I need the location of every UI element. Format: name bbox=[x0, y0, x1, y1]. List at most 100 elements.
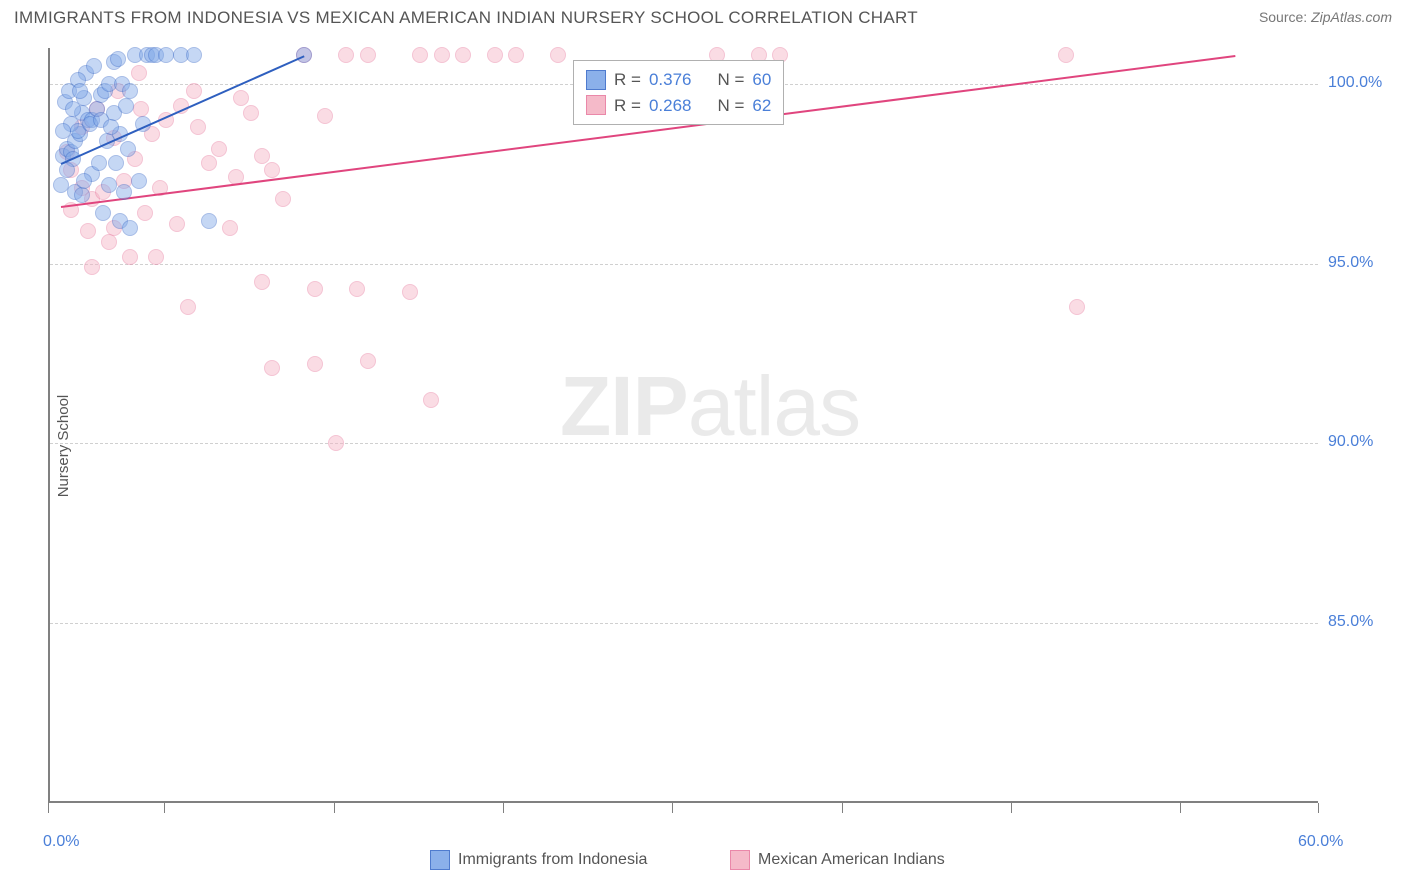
data-point-mexican bbox=[360, 353, 376, 369]
data-point-indonesia bbox=[74, 187, 90, 203]
data-point-mexican bbox=[148, 249, 164, 265]
watermark-atlas: atlas bbox=[688, 359, 860, 453]
series-label-indonesia: Immigrants from Indonesia bbox=[458, 851, 647, 869]
r-prefix: R = bbox=[614, 93, 641, 119]
data-point-mexican bbox=[186, 83, 202, 99]
r-value-indonesia: 0.376 bbox=[649, 67, 692, 93]
data-point-indonesia bbox=[65, 101, 81, 117]
correlation-legend: R = 0.376 N = 60 R = 0.268 N = 62 bbox=[573, 60, 784, 125]
data-point-indonesia bbox=[201, 213, 217, 229]
data-point-indonesia bbox=[95, 205, 111, 221]
watermark: ZIPatlas bbox=[560, 358, 860, 455]
data-point-mexican bbox=[349, 281, 365, 297]
data-point-mexican bbox=[402, 284, 418, 300]
data-point-indonesia bbox=[103, 119, 119, 135]
data-point-indonesia bbox=[131, 173, 147, 189]
swatch-mexican bbox=[586, 95, 606, 115]
swatch-mexican-icon bbox=[730, 850, 750, 870]
data-point-mexican bbox=[455, 47, 471, 63]
data-point-indonesia bbox=[186, 47, 202, 63]
data-point-mexican bbox=[131, 65, 147, 81]
gridline bbox=[50, 623, 1318, 624]
data-point-mexican bbox=[264, 360, 280, 376]
data-point-indonesia bbox=[72, 83, 88, 99]
x-tick-mark bbox=[842, 803, 843, 813]
swatch-indonesia-icon bbox=[430, 850, 450, 870]
n-value-indonesia: 60 bbox=[752, 67, 771, 93]
x-tick-label: 60.0% bbox=[1298, 833, 1343, 851]
data-point-indonesia bbox=[101, 177, 117, 193]
data-point-indonesia bbox=[76, 173, 92, 189]
data-point-mexican bbox=[328, 435, 344, 451]
x-tick-mark bbox=[1318, 803, 1319, 813]
r-prefix: R = bbox=[614, 67, 641, 93]
x-tick-mark bbox=[1180, 803, 1181, 813]
data-point-mexican bbox=[243, 105, 259, 121]
data-point-indonesia bbox=[55, 123, 71, 139]
data-point-mexican bbox=[550, 47, 566, 63]
r-value-mexican: 0.268 bbox=[649, 93, 692, 119]
gridline bbox=[50, 264, 1318, 265]
y-tick-label: 100.0% bbox=[1328, 74, 1382, 92]
legend-row-indonesia: R = 0.376 N = 60 bbox=[586, 67, 771, 93]
data-point-indonesia bbox=[122, 220, 138, 236]
data-point-indonesia bbox=[120, 141, 136, 157]
data-point-mexican bbox=[1069, 299, 1085, 315]
data-point-mexican bbox=[80, 223, 96, 239]
data-point-mexican bbox=[101, 234, 117, 250]
data-point-mexican bbox=[122, 249, 138, 265]
data-point-mexican bbox=[137, 205, 153, 221]
data-point-mexican bbox=[222, 220, 238, 236]
data-point-mexican bbox=[1058, 47, 1074, 63]
x-tick-mark bbox=[334, 803, 335, 813]
n-prefix: N = bbox=[717, 67, 744, 93]
data-point-indonesia bbox=[118, 98, 134, 114]
watermark-zip: ZIP bbox=[560, 359, 688, 453]
data-point-mexican bbox=[508, 47, 524, 63]
data-point-indonesia bbox=[110, 51, 126, 67]
data-point-mexican bbox=[264, 162, 280, 178]
data-point-indonesia bbox=[53, 177, 69, 193]
x-tick-mark bbox=[1011, 803, 1012, 813]
data-point-mexican bbox=[84, 259, 100, 275]
source-value: ZipAtlas.com bbox=[1311, 9, 1392, 25]
data-point-mexican bbox=[190, 119, 206, 135]
data-point-indonesia bbox=[158, 47, 174, 63]
data-point-indonesia bbox=[122, 83, 138, 99]
data-point-indonesia bbox=[86, 58, 102, 74]
data-point-mexican bbox=[233, 90, 249, 106]
data-point-mexican bbox=[423, 392, 439, 408]
data-point-indonesia bbox=[108, 155, 124, 171]
gridline bbox=[50, 443, 1318, 444]
data-point-mexican bbox=[275, 191, 291, 207]
series-label-mexican: Mexican American Indians bbox=[758, 851, 945, 869]
scatter-plot-area: ZIPatlas bbox=[48, 48, 1318, 803]
y-tick-label: 90.0% bbox=[1328, 433, 1373, 451]
n-prefix: N = bbox=[717, 93, 744, 119]
data-point-mexican bbox=[180, 299, 196, 315]
data-point-indonesia bbox=[116, 184, 132, 200]
data-point-mexican bbox=[201, 155, 217, 171]
swatch-indonesia bbox=[586, 70, 606, 90]
data-point-mexican bbox=[211, 141, 227, 157]
bottom-legend-indonesia: Immigrants from Indonesia bbox=[430, 850, 647, 870]
data-point-mexican bbox=[338, 47, 354, 63]
data-point-mexican bbox=[254, 148, 270, 164]
y-tick-label: 95.0% bbox=[1328, 254, 1373, 272]
data-point-mexican bbox=[169, 216, 185, 232]
source-attribution: Source: ZipAtlas.com bbox=[1259, 9, 1392, 27]
data-point-mexican bbox=[307, 281, 323, 297]
data-point-mexican bbox=[317, 108, 333, 124]
data-point-mexican bbox=[434, 47, 450, 63]
legend-row-mexican: R = 0.268 N = 62 bbox=[586, 93, 771, 119]
data-point-mexican bbox=[487, 47, 503, 63]
data-point-mexican bbox=[307, 356, 323, 372]
x-tick-mark bbox=[672, 803, 673, 813]
bottom-legend-mexican: Mexican American Indians bbox=[730, 850, 945, 870]
n-value-mexican: 62 bbox=[752, 93, 771, 119]
x-tick-mark bbox=[503, 803, 504, 813]
y-tick-label: 85.0% bbox=[1328, 613, 1373, 631]
data-point-mexican bbox=[254, 274, 270, 290]
x-tick-mark bbox=[48, 803, 49, 813]
data-point-mexican bbox=[360, 47, 376, 63]
